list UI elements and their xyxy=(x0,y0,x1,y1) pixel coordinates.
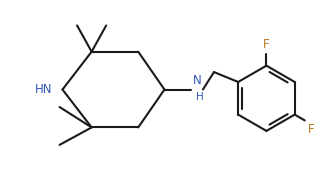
Text: F: F xyxy=(263,38,270,51)
Text: N: N xyxy=(193,74,201,87)
Text: H: H xyxy=(196,92,204,102)
Text: F: F xyxy=(308,123,314,136)
Text: HN: HN xyxy=(35,83,52,96)
